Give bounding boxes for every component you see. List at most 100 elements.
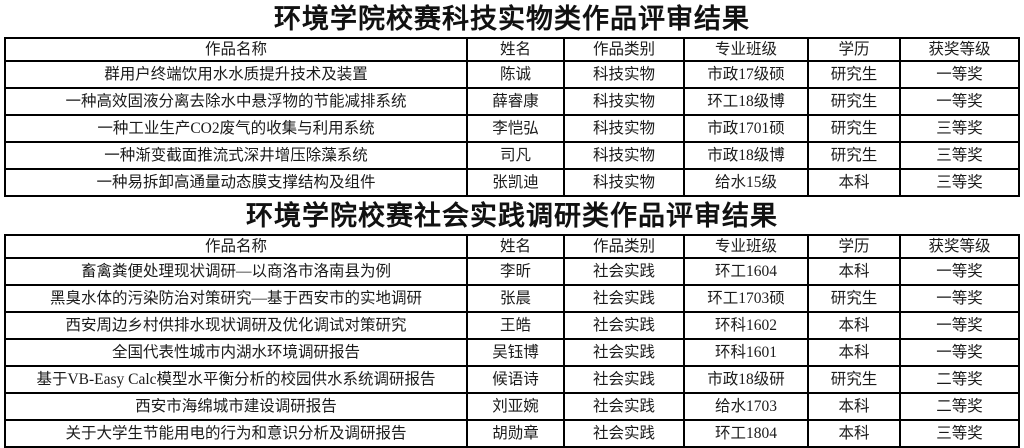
- table-cell: 一等奖: [899, 60, 1020, 89]
- table-cell: 二等奖: [899, 392, 1020, 421]
- table-cell: 社会实践: [563, 311, 685, 340]
- tech-awards-title: 环境学院校赛科技实物类作品评审结果: [274, 4, 750, 34]
- column-header: 作品名称: [4, 234, 468, 259]
- table-cell: 一等奖: [899, 257, 1020, 286]
- table-cell: 司凡: [466, 141, 565, 170]
- survey-awards-section: 环境学院校赛社会实践调研类作品评审结果 作品名称 姓名 作品类别 专业班级 学历 获奖等级…: [0, 197, 1024, 448]
- column-header: 获奖等级: [899, 37, 1020, 62]
- table-cell: 环工1804: [683, 419, 809, 448]
- table-cell: 社会实践: [563, 419, 685, 448]
- column-header: 作品名称: [4, 37, 468, 62]
- table-cell: 环工1703硕: [683, 284, 809, 313]
- table-row: 基于VB-Easy Calc模型水平衡分析的校园供水系统调研报告 候语诗 社会实践市…: [4, 365, 1020, 394]
- table-cell: 市政1701硕: [683, 114, 809, 143]
- column-header: 专业班级: [683, 234, 809, 259]
- column-header: 学历: [807, 234, 901, 259]
- table-row: 西安市海绵城市建设调研报告 刘亚婉 社会实践 给水1703 本科 二等奖: [4, 392, 1020, 421]
- table-cell: 本科: [807, 392, 901, 421]
- table-cell: 一种渐变截面推流式深井增压除藻系统: [4, 141, 468, 170]
- table-cell: 给水1703: [683, 392, 809, 421]
- table-row: 一种高效固液分离去除水中悬浮物的节能减排系统 薛睿康 科技实物 环工18级博 研究生 一等…: [4, 87, 1020, 116]
- table-cell: 本科: [807, 419, 901, 448]
- table-cell: 二等奖: [899, 365, 1020, 394]
- table-cell: 社会实践: [563, 284, 685, 313]
- table-cell: 社会实践: [563, 338, 685, 367]
- table-cell: 西安周边乡村供排水现状调研及优化调试对策研究: [4, 311, 468, 340]
- table-cell: 一等奖: [899, 284, 1020, 313]
- table-cell: 研究生: [807, 87, 901, 116]
- column-header: 姓名: [466, 37, 565, 62]
- table-cell: 一种易拆卸高通量动态膜支撑结构及组件: [4, 168, 468, 197]
- table-cell: 李恺弘: [466, 114, 565, 143]
- table-cell: 三等奖: [899, 141, 1020, 170]
- table-cell: 薛睿康: [466, 87, 565, 116]
- table-cell: 张凯迪: [466, 168, 565, 197]
- table-cell: 基于VB-Easy Calc模型水平衡分析的校园供水系统调研报告: [4, 365, 468, 394]
- table-cell: 一种工业生产CO2废气的收集与利用系统: [4, 114, 468, 143]
- column-header: 学历: [807, 37, 901, 62]
- table-cell: 一等奖: [899, 311, 1020, 340]
- table-cell: 科技实物: [563, 168, 685, 197]
- tech-awards-table: 作品名称 姓名 作品类别 专业班级 学历 获奖等级 群用户终端饮用水水质提升技术及装置 陈诚…: [4, 37, 1020, 197]
- table-cell: 全国代表性城市内湖水环境调研报告: [4, 338, 468, 367]
- table-cell: 市政18级研: [683, 365, 809, 394]
- table-cell: 黑臭水体的污染防治对策研究—基于西安市的实地调研: [4, 284, 468, 313]
- table-cell: 社会实践: [563, 392, 685, 421]
- table-cell: 市政18级博: [683, 141, 809, 170]
- table-cell: 社会实践: [563, 365, 685, 394]
- table-cell: 科技实物: [563, 141, 685, 170]
- table-cell: 研究生: [807, 284, 901, 313]
- table-cell: 张晨: [466, 284, 565, 313]
- table-cell: 一等奖: [899, 338, 1020, 367]
- table-header-row: 作品名称 姓名 作品类别 专业班级 学历 获奖等级: [4, 37, 1020, 62]
- table-cell: 科技实物: [563, 60, 685, 89]
- table-row: 一种渐变截面推流式深井增压除藻系统 司凡 科技实物 市政18级博 研究生 三等奖: [4, 141, 1020, 170]
- table-cell: 环工18级博: [683, 87, 809, 116]
- table-row: 群用户终端饮用水水质提升技术及装置 陈诚 科技实物 市政17级硕 研究生 一等奖: [4, 60, 1020, 89]
- column-header: 专业班级: [683, 37, 809, 62]
- table-cell: 环科1602: [683, 311, 809, 340]
- table-cell: 刘亚婉: [466, 392, 565, 421]
- header-row: 作品名称 姓名 作品类别 专业班级 学历 获奖等级: [4, 37, 1020, 62]
- table-cell: 科技实物: [563, 114, 685, 143]
- table-cell: 李昕: [466, 257, 565, 286]
- table-row: 关于大学生节能用电的行为和意识分析及调研报告 胡勋章 社会实践 环工1804 本科 三等奖: [4, 419, 1020, 448]
- table-row: 西安周边乡村供排水现状调研及优化调试对策研究 王皓 社会实践 环科1602 本科 一等奖: [4, 311, 1020, 340]
- table-cell: 环工1604: [683, 257, 809, 286]
- table-cell: 研究生: [807, 60, 901, 89]
- table-cell: 吴钰博: [466, 338, 565, 367]
- survey-awards-title: 环境学院校赛社会实践调研类作品评审结果: [246, 201, 778, 231]
- table-cell: 群用户终端饮用水水质提升技术及装置: [4, 60, 468, 89]
- table-body: 群用户终端饮用水水质提升技术及装置 陈诚 科技实物 市政17级硕 研究生 一等奖 一种高效固…: [4, 60, 1020, 197]
- survey-awards-table: 作品名称 姓名 作品类别 专业班级 学历 获奖等级 畜禽粪便处理现状调研—以商洛市洛南县为…: [4, 234, 1020, 448]
- table-cell: 王皓: [466, 311, 565, 340]
- table-row: 一种易拆卸高通量动态膜支撑结构及组件 张凯迪 科技实物 给水15级 本科 三等奖: [4, 168, 1020, 197]
- table-row: 畜禽粪便处理现状调研—以商洛市洛南县为例 李昕 社会实践 环工1604 本科 一等奖: [4, 257, 1020, 286]
- table-cell: 研究生: [807, 365, 901, 394]
- column-header: 作品类别: [563, 37, 685, 62]
- column-header: 姓名: [466, 234, 565, 259]
- table-cell: 三等奖: [899, 419, 1020, 448]
- table-cell: 本科: [807, 311, 901, 340]
- table-cell: 三等奖: [899, 114, 1020, 143]
- table-header-row: 作品名称 姓名 作品类别 专业班级 学历 获奖等级: [4, 234, 1020, 259]
- table-cell: 社会实践: [563, 257, 685, 286]
- table-cell: 西安市海绵城市建设调研报告: [4, 392, 468, 421]
- table-cell: 一种高效固液分离去除水中悬浮物的节能减排系统: [4, 87, 468, 116]
- table-cell: 环科1601: [683, 338, 809, 367]
- table-row: 一种工业生产CO2废气的收集与利用系统 李恺弘 科技实物 市政1701硕 研究生 三等奖: [4, 114, 1020, 143]
- table-cell: 畜禽粪便处理现状调研—以商洛市洛南县为例: [4, 257, 468, 286]
- table-row: 黑臭水体的污染防治对策研究—基于西安市的实地调研 张晨 社会实践 环工1703硕 研究生…: [4, 284, 1020, 313]
- table-cell: 三等奖: [899, 168, 1020, 197]
- table-cell: 研究生: [807, 114, 901, 143]
- table-cell: 一等奖: [899, 87, 1020, 116]
- table-cell: 陈诚: [466, 60, 565, 89]
- table-cell: 本科: [807, 168, 901, 197]
- table-cell: 本科: [807, 338, 901, 367]
- column-header: 获奖等级: [899, 234, 1020, 259]
- table-cell: 本科: [807, 257, 901, 286]
- table-cell: 候语诗: [466, 365, 565, 394]
- table-row: 全国代表性城市内湖水环境调研报告 吴钰博 社会实践 环科1601 本科 一等奖: [4, 338, 1020, 367]
- table-body: 畜禽粪便处理现状调研—以商洛市洛南县为例 李昕 社会实践 环工1604 本科 一等奖 黑臭水…: [4, 257, 1020, 448]
